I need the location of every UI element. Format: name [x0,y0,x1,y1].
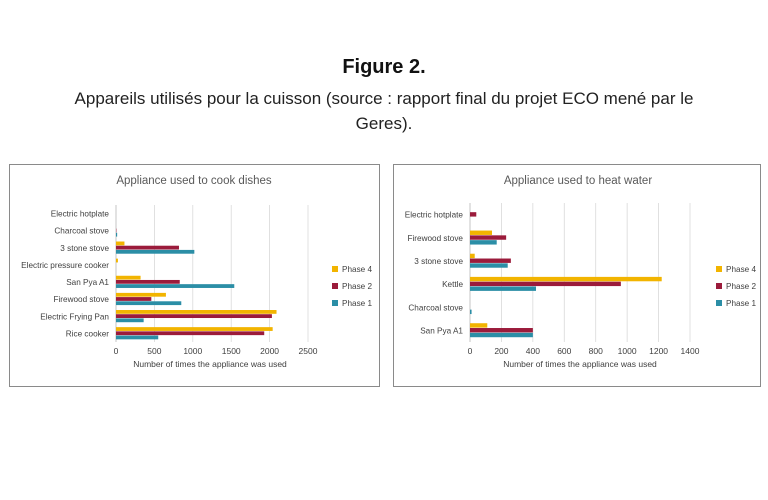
chart-cook-dishes-svg: Appliance used to cook dishes 0 500 1000 150… [21,175,372,369]
bar-phase-1 [116,335,159,340]
bar-phase-2 [470,212,477,217]
bar-phase-1 [470,309,472,315]
legend-label: Phase 1 [342,299,372,308]
category-label: Electric hotplate [405,211,464,220]
x-tick-label: 1000 [183,346,202,356]
legend-label: Phase 2 [342,282,372,291]
bar-phase-4 [470,253,475,259]
bar-phase-1 [116,249,195,254]
bar-phase-4 [116,292,166,297]
bar-phase-4 [116,241,125,246]
category-label: Electric hotplate [51,210,110,219]
category-label: Electric pressure cooker [21,261,109,270]
bar-phase-2 [116,331,265,336]
x-tick-label: 1500 [222,346,241,356]
category-label: 3 stone stove [414,257,463,266]
legend-swatch [716,283,722,289]
bar-phase-4 [470,323,488,328]
chart-title: Appliance used to cook dishes [116,175,272,187]
legend-label: Phase 4 [726,265,756,274]
x-tick-label: 1000 [618,346,637,356]
bar-phase-1 [470,332,533,338]
x-tick-label: 2500 [299,346,318,356]
chart-heat-water-svg: Appliance used to heat water 0 200 400 600 80… [405,175,757,369]
bar-phase-2 [470,258,511,263]
bar-phase-2 [116,297,152,301]
bar-phase-1 [116,232,118,237]
x-tick-label: 1200 [649,346,668,356]
bar-phase-2 [470,281,621,287]
x-tick-label: 500 [147,346,161,356]
category-label: San Pya A1 [66,278,109,287]
x-tick-label: 600 [557,346,571,356]
category-label: Kettle [442,280,463,289]
x-axis-label: Number of times the appliance was used [503,359,657,369]
bar-phase-1 [470,263,508,268]
x-tick-label: 400 [526,346,540,356]
bar-phase-1 [116,318,144,323]
bar-phase-4 [470,230,492,235]
category-label: Firewood stove [53,295,109,304]
category-label: 3 stone stove [60,244,109,253]
x-tick-label: 800 [589,346,603,356]
category-label: San Pya A1 [420,326,463,335]
x-tick-label: 0 [114,346,119,356]
bar-phase-2 [116,279,180,284]
legend-swatch [716,300,722,306]
bar-phase-1 [116,301,182,306]
chart-cook-dishes: Appliance used to cook dishes 0 500 1000 150… [9,164,380,387]
chart-title: Appliance used to heat water [504,175,652,187]
legend-swatch [332,283,338,289]
bar-phase-4 [116,275,141,280]
legend-swatch [716,266,722,272]
bar-phase-2 [470,235,507,240]
bar-phase-1 [116,284,235,288]
figure-caption: Appareils utilisés pour la cuisson (sour… [74,89,694,133]
bar-phase-4 [116,258,118,263]
category-label: Firewood stove [407,234,463,243]
legend-swatch [332,266,338,272]
bar-phase-1 [470,286,536,291]
category-label: Rice cooker [66,329,110,338]
legend-swatch [332,300,338,306]
legend-label: Phase 1 [726,299,756,308]
x-tick-label: 2000 [260,346,279,356]
bar-phase-1 [470,240,497,245]
figure-title: Figure 2. [342,56,426,78]
bar-phase-2 [470,328,533,333]
x-axis-label: Number of times the appliance was used [133,359,287,369]
category-label: Electric Frying Pan [40,312,109,321]
x-tick-label: 0 [468,346,473,356]
bar-phase-2 [116,245,179,250]
bar-phase-2 [116,314,272,319]
x-tick-label: 1400 [681,346,700,356]
legend-label: Phase 2 [726,282,756,291]
chart-heat-water: Appliance used to heat water 0 200 400 600 80… [393,164,761,387]
legend-label: Phase 4 [342,265,372,274]
bar-phase-4 [470,276,662,282]
category-label: Charcoal stove [408,303,463,312]
category-label: Charcoal stove [54,227,109,236]
bar-phase-4 [116,310,277,314]
bar-phase-4 [116,327,273,331]
x-tick-label: 200 [494,346,508,356]
